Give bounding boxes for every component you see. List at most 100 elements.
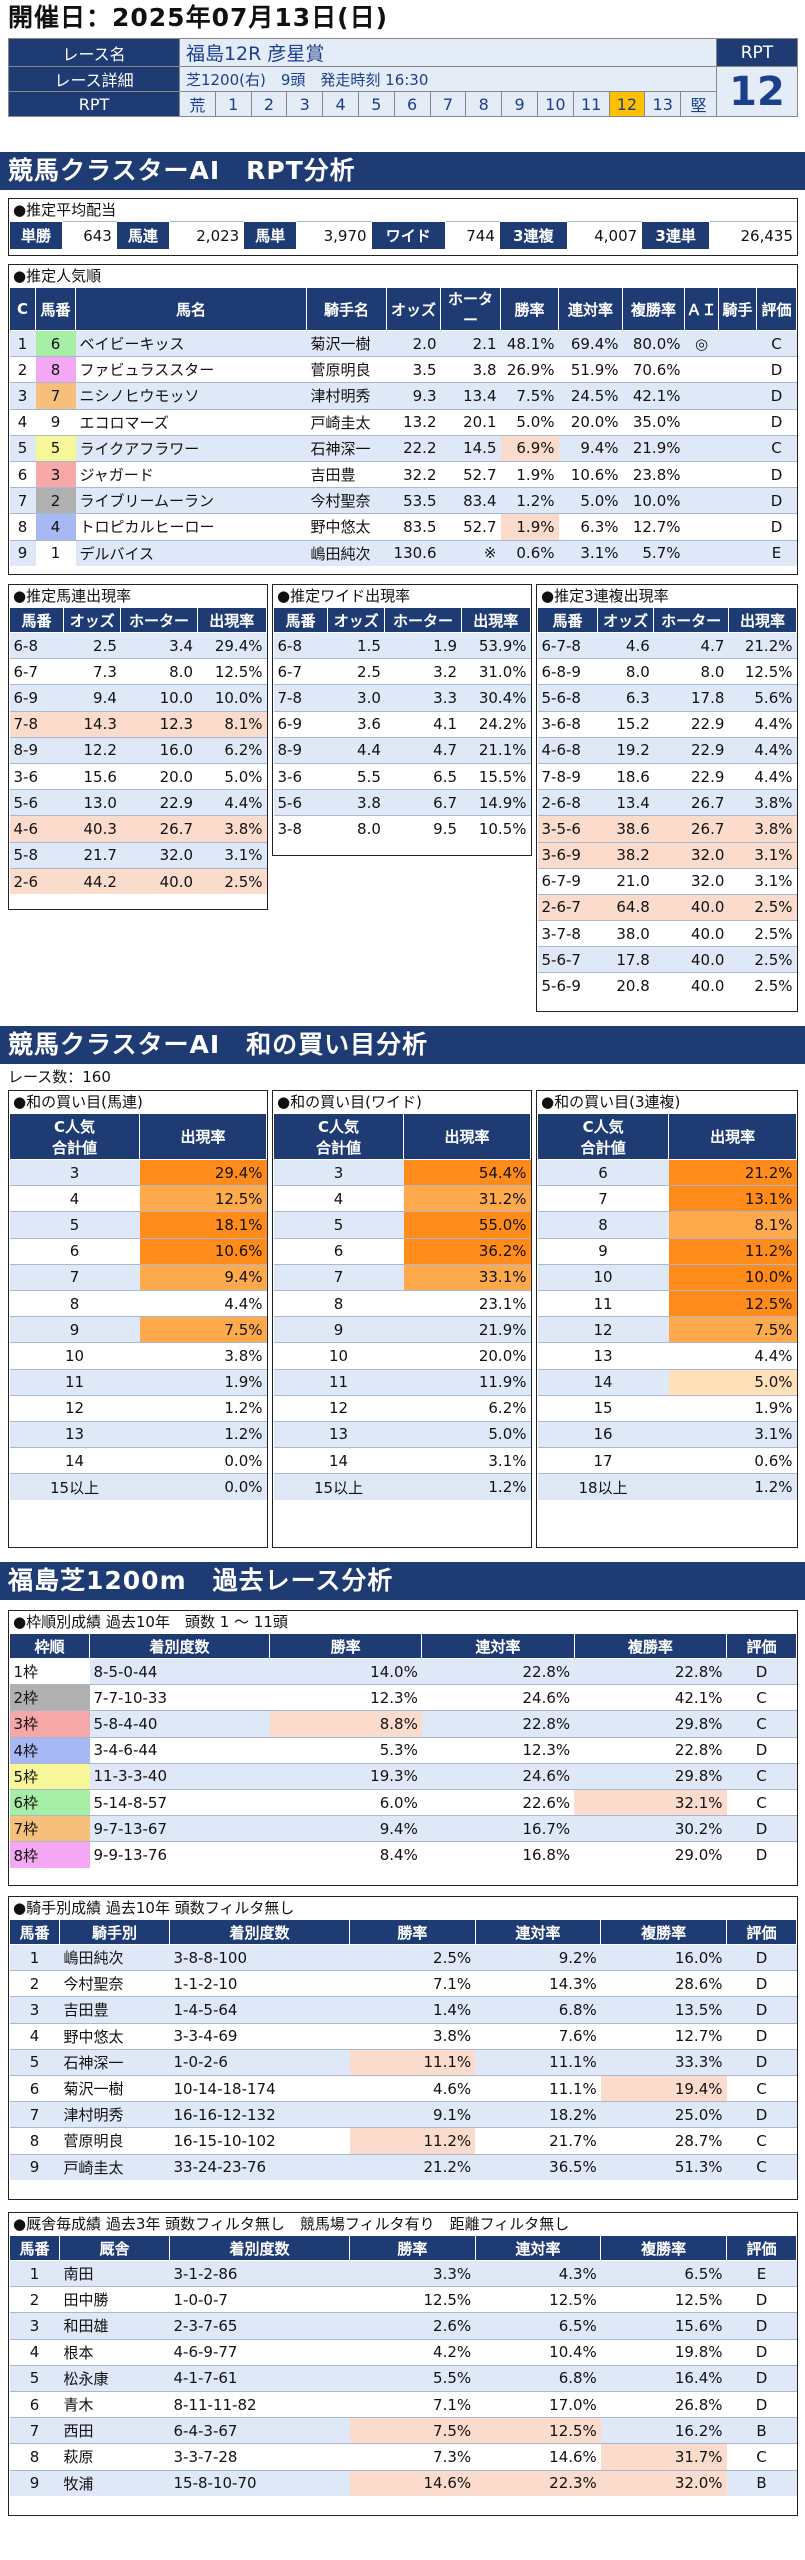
table-cell: 3.8% xyxy=(197,815,267,842)
table-row: 2 田中勝 1-0-0-7 12.5% 12.5% 12.5% D xyxy=(9,2286,797,2313)
table-cell: 菅原明良 xyxy=(306,356,387,383)
table-header: 評価 xyxy=(756,287,797,331)
table-cell: 4.3% xyxy=(475,2259,601,2287)
table-cell: 2.0 xyxy=(386,329,441,357)
table-cell: 10.0% xyxy=(622,487,685,514)
table-row: 4-6 40.3 26.7 3.8% xyxy=(9,815,267,842)
table-cell: ファビュラススター xyxy=(75,356,307,383)
table-cell: 12.5% xyxy=(728,658,797,685)
table-cell: C xyxy=(726,1684,797,1711)
rpt-scale-cell: 荒 xyxy=(178,91,216,117)
table-cell: 1.5 xyxy=(327,631,385,659)
table-cell: 6.3 xyxy=(597,684,654,712)
table-cell xyxy=(718,539,757,567)
table-cell: 26.8% xyxy=(600,2390,727,2418)
table-cell: 11.2% xyxy=(668,1237,797,1265)
table-cell: 1-4-5-64 xyxy=(169,1996,350,2024)
table-row: 9 牧浦 15-8-10-70 14.6% 22.3% 32.0% B xyxy=(9,2469,797,2497)
table-row: 13 4.4% xyxy=(537,1342,797,1369)
table-row: 5 松永康 4-1-7-61 5.5% 6.8% 16.4% D xyxy=(9,2364,797,2392)
table-cell: 3.8 xyxy=(327,789,385,816)
table-cell: 15.6 xyxy=(63,762,121,790)
table-row: 6 3 ジャガード 吉田豊 32.2 52.7 1.9% 10.6% 23.8% D xyxy=(9,460,797,488)
table-cell: 5 xyxy=(9,2364,60,2392)
table-cell: 6.8% xyxy=(475,2364,601,2392)
table-row: 3 29.4% xyxy=(9,1158,267,1186)
table-cell: 3.8% xyxy=(349,2022,476,2050)
table-cell: デルバイス xyxy=(75,539,307,567)
table-cell: 8.4% xyxy=(269,1841,422,1868)
table-cell: 16.0% xyxy=(600,1943,727,1971)
table-cell: 9.4 xyxy=(63,684,121,712)
table-cell: 40.0 xyxy=(653,920,729,947)
table-cell: 5 xyxy=(9,434,36,462)
table-row: 11 1.9% xyxy=(9,1368,267,1396)
payout-label: ワイド xyxy=(370,221,447,250)
table-header: オッズ xyxy=(596,607,655,633)
table-cell: 38.0 xyxy=(597,920,654,947)
table-cell: 5-6 xyxy=(9,789,64,816)
table-row: 3-5-6 38.6 26.7 3.8% xyxy=(537,815,797,842)
rpt-scale-cell: 1 xyxy=(214,91,252,117)
table-cell: 3.1% xyxy=(728,841,797,869)
table-cell: 12 xyxy=(9,1394,140,1422)
payout-label: 馬単 xyxy=(243,221,298,250)
table-header: 勝率 xyxy=(349,1919,476,1945)
table-cell: 6 xyxy=(9,460,36,488)
table-cell: 5 xyxy=(35,434,76,462)
table-cell: 9.3 xyxy=(386,382,441,410)
table-cell: 1枠 xyxy=(9,1657,90,1685)
table-cell: 6-4-3-67 xyxy=(169,2417,350,2444)
table-cell: 24.2% xyxy=(461,710,531,738)
table-cell: 4.1 xyxy=(384,710,462,738)
rpt-head: RPT xyxy=(715,38,799,67)
payout-value: 2,023 xyxy=(169,221,244,250)
table-header: 馬番 xyxy=(9,1919,60,1945)
table-cell: 3.3 xyxy=(384,684,462,712)
umaren-table: 馬番 オッズ ホーター 出現率 6-8 2.5 3.4 29.4% 6-7 7.3 8.0 12.5%… xyxy=(9,607,268,895)
table-cell: 12.3% xyxy=(421,1736,575,1764)
table-cell: 14 xyxy=(273,1447,404,1474)
table-cell: 40.0 xyxy=(120,867,198,895)
table-cell: エコロマーズ xyxy=(75,408,307,436)
table-cell: 11.1% xyxy=(349,2048,476,2076)
table-cell: 2.5% xyxy=(728,972,797,1000)
table-cell: 51.9% xyxy=(558,356,623,383)
table-cell: 8.8% xyxy=(269,1710,422,1738)
table-cell: 31.7% xyxy=(600,2443,727,2470)
table-cell: 23.1% xyxy=(403,1289,531,1317)
table-row: 14 0.0% xyxy=(9,1447,267,1474)
table-cell: 戸崎圭太 xyxy=(306,408,387,436)
table-cell: 2枠 xyxy=(9,1684,90,1711)
payout-value: 643 xyxy=(62,221,117,250)
table-cell: ジャガード xyxy=(75,460,307,488)
table-header: 出現率 xyxy=(139,1113,267,1160)
table-cell: 1-0-2-6 xyxy=(169,2048,350,2076)
table-cell: 1 xyxy=(9,2259,60,2287)
table-row: 3 7 ニシノヒウモッソ 津村明秀 9.3 13.4 7.5% 24.5% 42.1% D xyxy=(9,382,797,410)
kyusha-box: ●厩舎毎成績 過去3年 頭数フィルタ無し 競馬場フィルタ有り 距離フィルタ無し … xyxy=(8,2212,798,2516)
table-cell: 12.5% xyxy=(139,1185,267,1212)
table-header: 出現率 xyxy=(727,607,798,633)
table-cell: 4.4% xyxy=(728,762,797,790)
table-cell: 11 xyxy=(537,1289,669,1317)
table-cell: C xyxy=(756,434,797,462)
table-cell: 5-8 xyxy=(9,841,64,869)
wide-title: ●推定ワイド出現率 xyxy=(277,587,411,605)
table-cell: 40.3 xyxy=(63,815,121,842)
table-cell: 40.0 xyxy=(653,946,729,973)
table-cell: 3.8% xyxy=(728,789,797,816)
table-cell: 8 xyxy=(35,356,76,383)
table-cell: 4-6-8 xyxy=(537,736,598,764)
table-cell: 今村聖奈 xyxy=(59,1970,170,1997)
table-cell xyxy=(684,408,719,436)
table-cell: 12.3 xyxy=(120,710,198,738)
table-cell xyxy=(718,408,757,436)
table-cell: 9.4% xyxy=(139,1263,267,1291)
table-cell: 9-9-13-76 xyxy=(89,1841,270,1868)
table-header: オッズ xyxy=(326,607,386,633)
table-cell: 6.9% xyxy=(500,434,559,462)
table-row: 5-6 3.8 6.7 14.9% xyxy=(273,789,531,816)
table-cell: 2.5% xyxy=(728,920,797,947)
table-cell: 33.1% xyxy=(403,1263,531,1291)
